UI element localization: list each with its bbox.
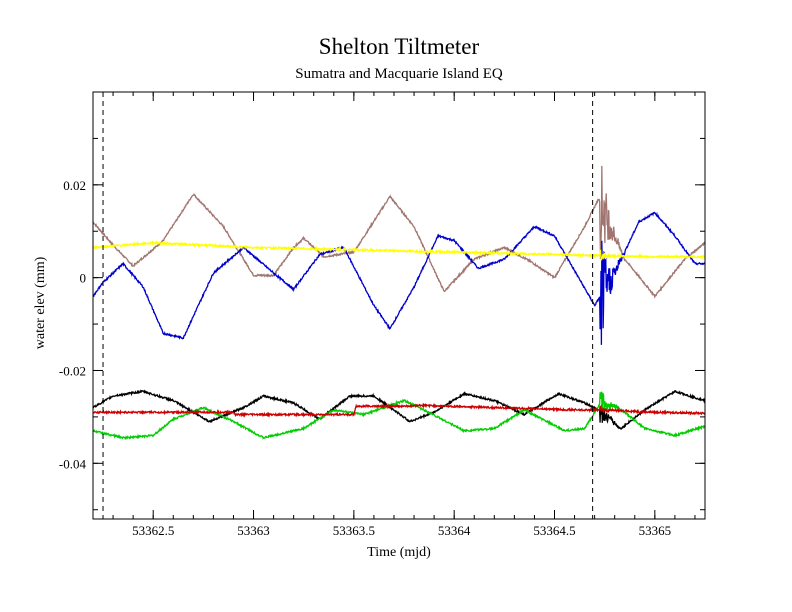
x-tick-label: 53363	[237, 523, 270, 538]
y-tick-label: -0.04	[59, 456, 87, 471]
x-tick-label: 53362.5	[132, 523, 174, 538]
chart-subtitle: Sumatra and Macquarie Island EQ	[295, 66, 503, 82]
x-tick-label: 53365	[639, 523, 672, 538]
series-line-5	[93, 402, 705, 418]
event-lines	[102, 92, 594, 519]
x-tick-label: 53364.5	[533, 523, 575, 538]
series-line-0	[93, 165, 705, 299]
series-line-3	[93, 389, 705, 430]
series-line-2	[93, 240, 705, 261]
series-line-4	[93, 391, 705, 440]
chart-title: Shelton Tiltmeter	[319, 34, 480, 59]
y-tick-label: 0	[80, 271, 87, 286]
axis-ticks: 53362.5 53363 53363.5 53364 53364.5 53365 -0.0…	[59, 91, 705, 538]
y-tick-label: -0.02	[59, 363, 86, 378]
series-line-1	[93, 211, 705, 345]
series-layer	[93, 165, 705, 440]
y-tick-label: 0.02	[63, 178, 86, 193]
x-tick-label: 53363.5	[333, 523, 375, 538]
y-axis-label: water elev (mm)	[33, 256, 48, 349]
x-axis-label: Time (mjd)	[367, 545, 431, 560]
plot-frame	[92, 91, 706, 520]
x-tick-label: 53364	[438, 523, 471, 538]
